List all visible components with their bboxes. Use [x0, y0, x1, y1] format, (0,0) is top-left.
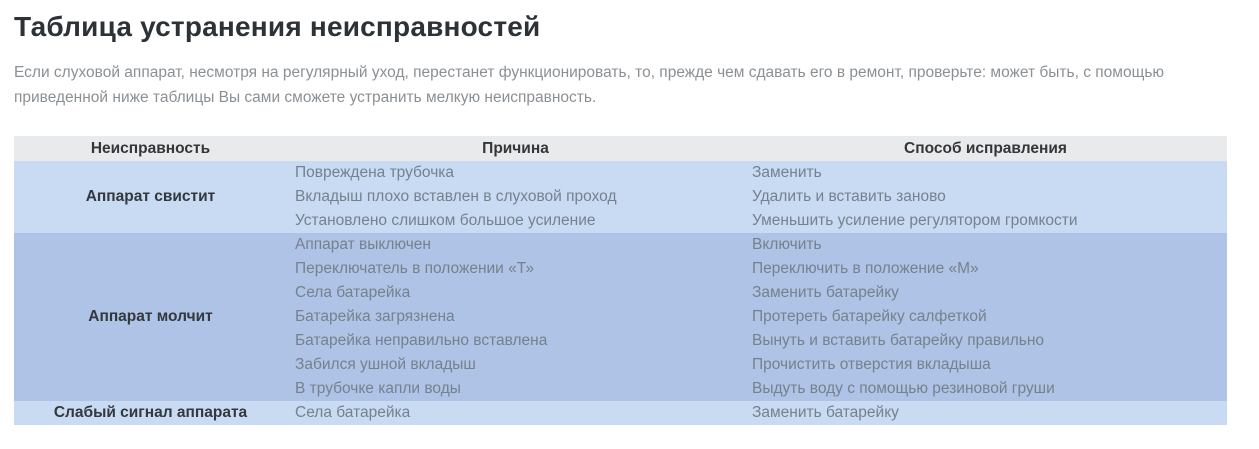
table-row: Забился ушной вкладыш Прочистить отверсти… — [14, 353, 1227, 377]
fix-cell: Переключить в положение «М» — [744, 257, 1227, 281]
page: Таблица устранения неисправностей Если с… — [0, 9, 1259, 425]
table-row: Слабый сигнал аппарата Села батарейка Заме… — [14, 401, 1227, 425]
table-row: Батарейка неправильно вставлена Вынуть и … — [14, 329, 1227, 353]
cause-cell: Повреждена трубочка — [287, 161, 744, 185]
header-fix: Способ исправления — [744, 136, 1227, 161]
fix-cell: Прочистить отверстия вкладыша — [744, 353, 1227, 377]
table-row: Батарейка загрязнена Протереть батарейку … — [14, 305, 1227, 329]
table-body: Аппарат свистит Повреждена трубочка Замени… — [14, 161, 1227, 425]
cause-cell: Батарейка загрязнена — [287, 305, 744, 329]
fix-cell: Уменьшить усиление регулятором громкости — [744, 209, 1227, 233]
troubleshooting-table: Неисправность Причина Способ исправления… — [14, 136, 1227, 425]
table-row: Села батарейка Заменить батарейку — [14, 281, 1227, 305]
cause-cell: Батарейка неправильно вставлена — [287, 329, 744, 353]
table-row: Аппарат молчит Аппарат выключен Включить — [14, 233, 1227, 401]
fault-cell: Аппарат молчит — [14, 233, 287, 401]
fix-cell: Заменить батарейку — [744, 281, 1227, 305]
cause-cell: Села батарейка — [287, 281, 744, 305]
intro-line: Если слуховой аппарат, несмотря на регул… — [14, 64, 1165, 81]
fix-cell: Заменить батарейку — [744, 401, 1227, 425]
header-fault: Неисправность — [14, 136, 287, 161]
cause-cell: Аппарат выключен — [287, 233, 744, 257]
header-cause: Причина — [287, 136, 744, 161]
header-row: Неисправность Причина Способ исправления — [14, 136, 1227, 161]
table-row: Установлено слишком большое усиление Умен… — [14, 209, 1227, 233]
cause-cell: Села батарейка — [287, 401, 744, 425]
fix-cell: Удалить и вставить заново — [744, 185, 1227, 209]
fix-cell: Заменить — [744, 161, 1227, 185]
table-row: Вкладыш плохо вставлен в слуховой проход… — [14, 185, 1227, 209]
table-row: Аппарат свистит Повреждена трубочка Замени… — [14, 161, 1227, 233]
cause-cell: В трубочке капли воды — [287, 377, 744, 401]
fault-cell: Аппарат свистит — [14, 161, 287, 233]
fix-cell: Выдуть воду с помощью резиновой груши — [744, 377, 1227, 401]
cause-cell: Вкладыш плохо вставлен в слуховой проход — [287, 185, 744, 209]
table-row: В трубочке капли воды Выдуть воду с помощ… — [14, 377, 1227, 401]
cause-cell: Переключатель в положении «Т» — [287, 257, 744, 281]
table-row: Переключатель в положении «Т» Переключить… — [14, 257, 1227, 281]
table-header: Неисправность Причина Способ исправления — [14, 136, 1227, 161]
fix-cell: Протереть батарейку салфеткой — [744, 305, 1227, 329]
fix-cell: Вынуть и вставить батарейку правильно — [744, 329, 1227, 353]
cause-cell: Забился ушной вкладыш — [287, 353, 744, 377]
intro-paragraph: Если слуховой аппарат, несмотря на регул… — [14, 60, 1245, 110]
cause-cell: Установлено слишком большое усиление — [287, 209, 744, 233]
fault-cell: Слабый сигнал аппарата — [14, 401, 287, 425]
page-title: Таблица устранения неисправностей — [14, 11, 541, 42]
intro-line: приведенной ниже таблицы Вы сами сможете… — [14, 89, 597, 106]
fix-cell: Включить — [744, 233, 1227, 257]
